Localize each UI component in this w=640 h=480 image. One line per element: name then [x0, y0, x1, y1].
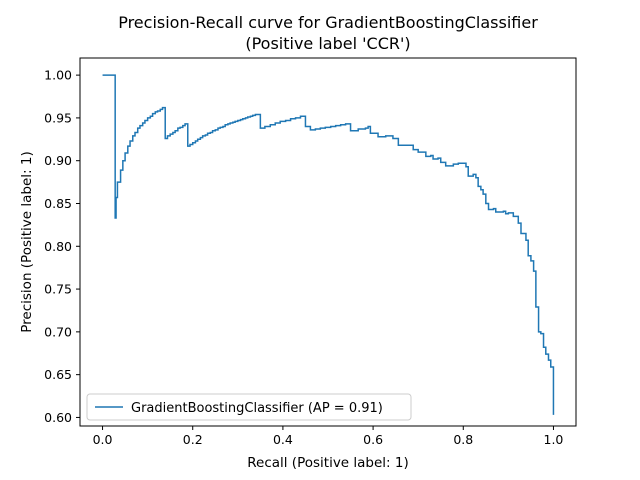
legend-box [86, 393, 412, 421]
y-tick-label: 0.85 [44, 196, 72, 211]
x-axis-ticks: 0.0 0.2 0.4 0.6 0.8 1.0 [93, 426, 564, 447]
x-tick-label: 1.0 [544, 432, 564, 447]
plot-area: 0.0 0.2 0.4 0.6 0.8 1.0 0.600.650.700.750.800… [44, 57, 577, 447]
y-tick-label: 0.80 [44, 239, 72, 254]
x-tick-label: 0.0 [93, 432, 113, 447]
y-tick-label: 0.90 [44, 153, 72, 168]
y-axis-ticks: 0.60 0.65 0.70 0.75 0.80 0.85 0.90 0.95 1.00 [44, 68, 80, 425]
y-tick-label: 0.60 [44, 410, 72, 425]
y-tick-label: 0.70 [44, 324, 72, 339]
axes-frame [79, 57, 577, 427]
chart-title-line2: (Positive label 'CCR') [245, 34, 410, 53]
x-tick-label: 0.2 [183, 432, 203, 447]
x-tick-label: 0.8 [453, 432, 473, 447]
y-tick-label: 0.75 [44, 282, 72, 297]
x-tick-label: 0.6 [363, 432, 383, 447]
y-tick-label: 1.00 [44, 68, 72, 83]
precision-recall-curve [102, 74, 555, 415]
x-axis-label: Recall (Positive label: 1) [247, 455, 409, 471]
y-axis-label: Precision (Positive label: 1) [19, 151, 35, 332]
y-tick-label: 0.95 [44, 110, 72, 125]
y-tick-label: 0.65 [44, 367, 72, 382]
chart-title-line1: Precision-Recall curve for GradientBoost… [118, 13, 538, 32]
legend-series-label: GradientBoostingClassifier (AP = 0.91) [131, 401, 383, 416]
x-tick-label: 0.4 [273, 432, 293, 447]
legend: GradientBoostingClassifier (AP = 0.91) [86, 393, 412, 421]
